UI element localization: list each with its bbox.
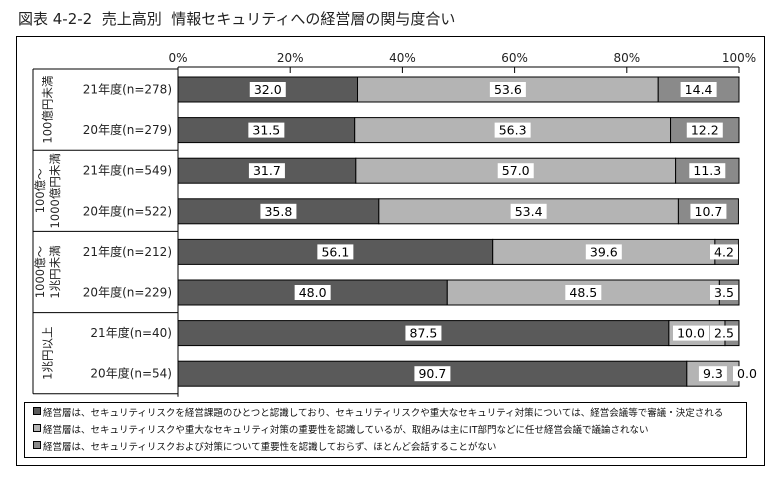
data-label: 35.8 <box>264 204 292 219</box>
legend: 経営層は、セキュリティリスクを経営課題のひとつと認識しており、セキュリティリスク… <box>24 402 747 458</box>
data-label-bg <box>690 203 727 219</box>
data-label-bg <box>494 122 531 138</box>
legend-label: 経営層は、セキュリティリスクや重大なセキュリティ対策の重要性を認識しているが、取… <box>43 425 649 436</box>
group-label: 1兆円未満 <box>48 245 62 298</box>
bar-segment <box>354 117 672 144</box>
legend-item-1: 経営層は、セキュリティリスクを経営課題のひとつと認識しており、セキュリティリスク… <box>33 405 746 422</box>
category-label: 21年度(n=40) <box>90 325 172 340</box>
category-label: 21年度(n=278) <box>83 82 172 97</box>
legend-label: 経営層は、セキュリティリスクおよび対策について重要性を認識しておらず、ほとんど会… <box>43 442 497 453</box>
data-label-bg <box>689 163 726 179</box>
data-label-bg <box>405 325 442 341</box>
data-label-bg <box>489 82 526 97</box>
data-label-bg <box>680 82 717 97</box>
data-label-bg <box>710 285 738 300</box>
chart-frame <box>16 36 765 466</box>
data-label: 3.5 <box>714 285 734 300</box>
legend-item-2: 経営層は、セキュリティリスクや重大なセキュリティ対策の重要性を認識しているが、取… <box>33 422 746 439</box>
legend-label: 経営層は、セキュリティリスクを経営課題のひとつと認識しており、セキュリティリスク… <box>43 408 724 419</box>
data-label: 48.5 <box>569 285 597 300</box>
data-label-bg <box>249 82 286 97</box>
data-label: 48.0 <box>299 285 327 300</box>
category-label: 20年度(n=54) <box>90 366 172 381</box>
data-label-bg <box>248 163 285 179</box>
x-tick-label: 80% <box>613 51 640 65</box>
category-label: 21年度(n=549) <box>83 163 172 178</box>
data-label: 57.0 <box>502 163 530 178</box>
category-label: 20年度(n=229) <box>83 285 172 300</box>
data-label-bg <box>414 366 451 382</box>
data-label-bg <box>565 285 602 300</box>
group-label: 1000億円未満 <box>48 153 62 228</box>
data-label: 53.4 <box>515 204 543 219</box>
group-label: 100億円未満 <box>41 76 55 144</box>
x-tick-label: 40% <box>389 51 416 65</box>
data-label-bg <box>710 325 738 341</box>
data-label-bg <box>698 366 727 382</box>
category-label: 20年度(n=522) <box>83 203 172 218</box>
data-label-bg <box>248 122 285 138</box>
legend-swatch <box>33 424 41 432</box>
x-tick-label: 100% <box>722 51 756 65</box>
x-tick-label: 0% <box>168 51 187 65</box>
data-label: 53.6 <box>494 82 522 97</box>
data-label-bg <box>733 366 761 382</box>
data-label: 32.0 <box>254 82 282 97</box>
data-label: 31.5 <box>252 123 280 138</box>
data-label-bg <box>710 244 738 260</box>
category-label: 20年度(n=279) <box>83 122 172 137</box>
data-label: 0.0 <box>737 366 757 381</box>
chart-title: 図表 4-2-2 売上高別 情報セキュリティへの経営層の関与度合い <box>18 10 456 28</box>
data-label: 4.2 <box>714 244 734 259</box>
data-label-bg <box>686 122 723 138</box>
legend-item-3: 経営層は、セキュリティリスクおよび対策について重要性を認識しておらず、ほとんど会… <box>33 439 746 456</box>
x-tick-label: 60% <box>501 51 528 65</box>
data-label: 90.7 <box>418 366 446 381</box>
category-label: 21年度(n=212) <box>83 244 172 259</box>
data-label: 10.7 <box>695 204 723 219</box>
data-label: 56.1 <box>321 244 349 259</box>
data-label: 11.3 <box>693 163 721 178</box>
data-label-bg <box>497 163 534 179</box>
data-label: 9.3 <box>703 366 723 381</box>
data-label: 2.5 <box>714 326 734 341</box>
data-label-bg <box>585 244 622 260</box>
data-label: 56.3 <box>499 123 527 138</box>
group-label: 1000億～ <box>33 245 47 298</box>
data-label-bg <box>260 203 297 219</box>
data-label: 14.4 <box>685 82 713 97</box>
group-label: 1兆円以上 <box>41 327 55 380</box>
data-label: 10.0 <box>677 326 705 341</box>
data-label-bg <box>317 244 354 260</box>
group-label: 100億～ <box>33 168 47 213</box>
data-label-bg <box>673 325 709 341</box>
data-label-bg <box>294 285 331 300</box>
x-tick-label: 20% <box>277 51 304 65</box>
data-label: 31.7 <box>253 163 281 178</box>
legend-swatch <box>33 407 41 415</box>
data-label-bg <box>510 203 547 219</box>
legend-swatch <box>33 441 41 449</box>
data-label: 12.2 <box>691 123 719 138</box>
data-label: 87.5 <box>410 326 438 341</box>
data-label: 39.6 <box>590 244 618 259</box>
